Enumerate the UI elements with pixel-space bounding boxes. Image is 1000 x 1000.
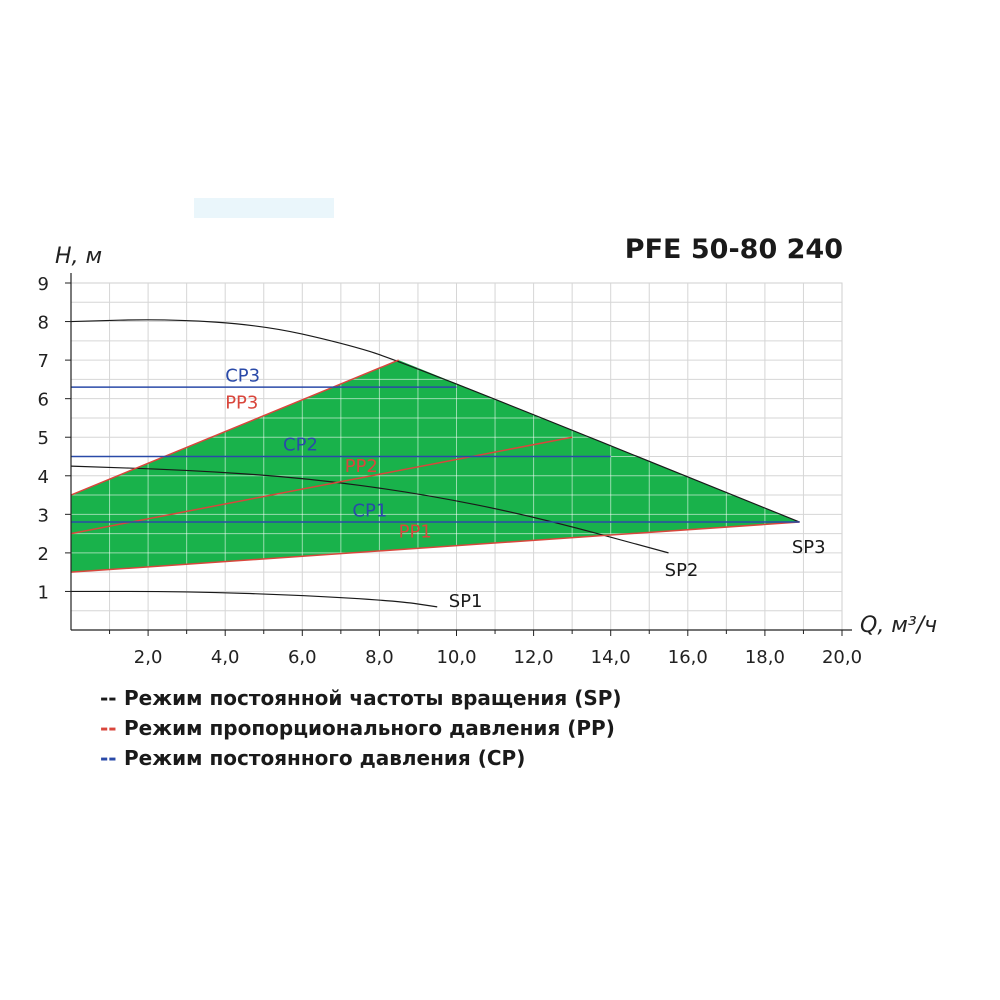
y-tick-label: 6: [38, 390, 49, 411]
legend-label-pp: Режим пропорционального давления (PP): [124, 716, 615, 740]
operating-area-fill: [71, 360, 800, 573]
legend-label-cp: Режим постоянного давления (CP): [124, 746, 526, 770]
curve-label-cp1: CP1: [352, 500, 387, 521]
series-line-sp1: [70, 590, 438, 608]
x-tick-label: 14,0: [591, 647, 631, 668]
legend-dash-sp: --: [100, 686, 117, 710]
x-tick-label: 12,0: [514, 647, 554, 668]
y-tick-label: 1: [38, 582, 49, 603]
x-tick-label: 8,0: [365, 647, 394, 668]
curve-label-pp1: PP1: [399, 521, 432, 542]
curve-label-sp2: SP2: [665, 560, 699, 581]
legend-label-sp: Режим постоянной частоты вращения (SP): [124, 686, 622, 710]
series-line-pp2: [70, 436, 573, 535]
legend-dash-pp: --: [100, 716, 117, 740]
faint-banner: [194, 198, 334, 218]
series-line-sp2: [70, 465, 669, 554]
x-tick-label: 18,0: [745, 647, 785, 668]
y-tick-label: 2: [38, 544, 49, 565]
series-lines: [70, 319, 800, 608]
curve-label-pp3: PP3: [225, 392, 258, 413]
series-line-pp1: [70, 521, 800, 573]
y-axis-title: H, м: [55, 244, 102, 269]
x-tick-label: 16,0: [668, 647, 708, 668]
x-tick-label: 6,0: [288, 647, 317, 668]
y-tick-label: 5: [38, 428, 49, 449]
series-line-sp3: [70, 319, 800, 523]
y-tick-label: 3: [38, 505, 49, 526]
pump-curve-chart: 2,0 4,0 6,0 8,0 10,0 12,0 14,0 16,0 18,0 20,0 1 2 3 4…: [38, 234, 938, 668]
y-tick-label: 8: [38, 313, 49, 334]
x-tick-label: 10,0: [436, 647, 476, 668]
curve-label-cp3: CP3: [225, 365, 260, 386]
series-line-pp3: [70, 359, 399, 496]
curve-label-sp1: SP1: [449, 591, 483, 612]
x-tick-label: 2,0: [134, 647, 163, 668]
legend-item-sp: -- Режим постоянной частоты вращения (SP): [100, 683, 622, 713]
axes: 2,0 4,0 6,0 8,0 10,0 12,0 14,0 16,0 18,0 20,0 1 2 3 4…: [38, 273, 862, 668]
curve-label-cp2: CP2: [283, 435, 318, 456]
legend-item-cp: -- Режим постоянного давления (CP): [100, 743, 622, 773]
x-tick-label: 20,0: [822, 647, 862, 668]
curve-label-sp3: SP3: [792, 537, 826, 558]
y-tick-label: 9: [38, 274, 49, 295]
x-axis-title: Q, м³/ч: [860, 613, 937, 638]
chart-title: PFE 50-80 240: [625, 234, 843, 265]
y-tick-label: 4: [38, 467, 49, 488]
x-tick-label: 4,0: [211, 647, 240, 668]
curve-labels: CP3 PP3 CP2 PP2 CP1 PP1 SP3 SP2 SP1: [225, 365, 825, 612]
legend-item-pp: -- Режим пропорционального давления (PP): [100, 713, 622, 743]
curve-label-pp2: PP2: [345, 456, 378, 477]
y-tick-label: 7: [38, 351, 49, 372]
legend: -- Режим постоянной частоты вращения (SP)…: [100, 683, 622, 773]
legend-dash-cp: --: [100, 746, 117, 770]
